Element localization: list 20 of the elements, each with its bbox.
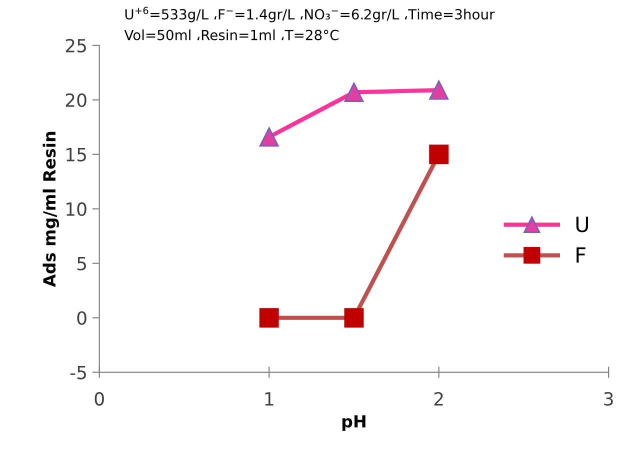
y-tick-label: 10: [66, 202, 86, 216]
x-tick-label: 3: [604, 392, 613, 406]
legend-label: U: [576, 216, 588, 232]
y-tick-label: -5: [70, 366, 86, 380]
text: Vol=50ml ،Resin=1ml ،T=28°C: [124, 30, 338, 40]
x-axis-title: pH: [342, 415, 366, 431]
y-tick-label: 0: [77, 311, 86, 325]
y-tick-label: 25: [66, 38, 86, 53]
text: U$^{+6}$=533g/L ،F$^{−}$=1.4gr/L ،NO₃$^{−}$=6.2gr/L ،Time=3hour: [125, 6, 495, 22]
y-tick-label: 15: [66, 148, 86, 162]
x-tick-label: 2: [434, 392, 443, 406]
y-tick-label: 5: [77, 257, 86, 270]
y-axis-title: Ads mg/ml Resin: [42, 132, 60, 287]
x-tick-label: 1: [265, 392, 274, 406]
point: [259, 127, 279, 147]
y-tick-label: 20: [66, 93, 86, 107]
x-tick-label: 0: [94, 392, 104, 406]
point: [344, 82, 364, 102]
point: [429, 80, 449, 100]
legend-label: F: [576, 247, 586, 263]
